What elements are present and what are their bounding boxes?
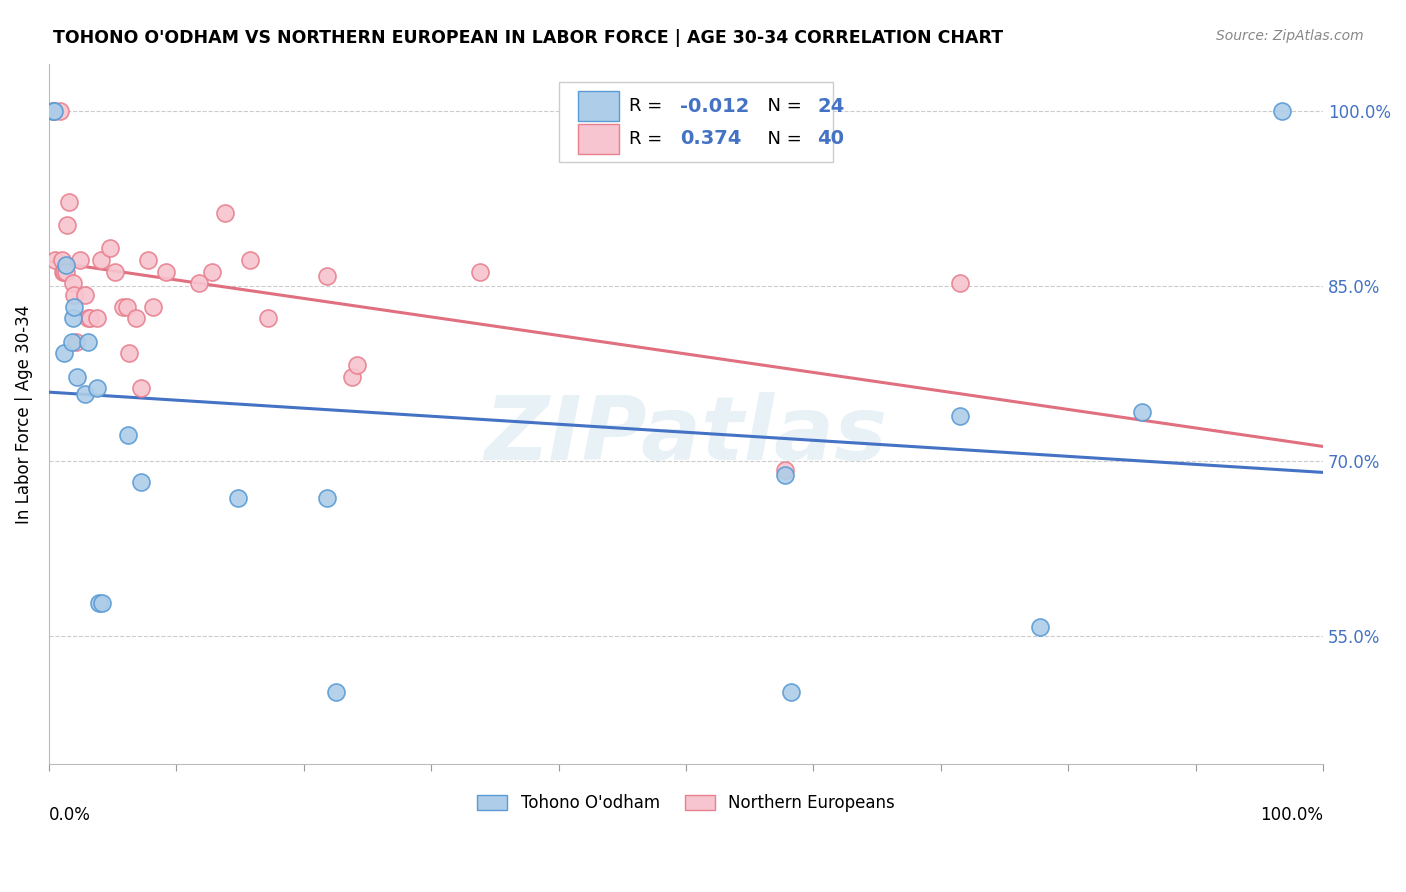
Point [42,103,65,118]
Point [124,311,146,326]
Point [315,491,337,506]
Point [1130,405,1153,419]
Point [138,253,160,268]
FancyBboxPatch shape [578,91,619,120]
Text: R =: R = [628,130,668,148]
Text: 24: 24 [817,96,845,116]
FancyBboxPatch shape [578,124,619,153]
Point [155,265,177,279]
Point [44,253,66,268]
Point [775,467,797,482]
Point [65,334,87,349]
Point [325,685,347,699]
Point [949,409,972,424]
Point [117,428,139,442]
Point [342,369,364,384]
Point [42,103,65,118]
Text: 0.0%: 0.0% [49,806,91,824]
Point [104,265,127,279]
Point [55,258,77,272]
Point [90,253,112,268]
Point [468,265,491,279]
Point [53,265,76,279]
Legend: Tohono O'odham, Northern Europeans: Tohono O'odham, Northern Europeans [471,788,901,819]
Point [73,288,96,302]
Point [63,300,86,314]
Point [91,596,114,610]
Point [87,596,110,610]
Text: 100.0%: 100.0% [1260,806,1323,824]
Point [1271,103,1294,118]
Point [42,103,65,118]
Point [73,387,96,401]
Point [58,194,80,209]
Text: Source: ZipAtlas.com: Source: ZipAtlas.com [1216,29,1364,43]
Point [62,311,84,326]
Point [775,463,797,477]
Point [118,346,141,360]
Y-axis label: In Labor Force | Age 30-34: In Labor Force | Age 30-34 [15,304,32,524]
Point [239,253,262,268]
Point [115,300,138,314]
Point [129,382,152,396]
Text: N =: N = [756,130,807,148]
Point [56,218,79,232]
Point [346,358,368,372]
Point [77,311,100,326]
Text: -0.012: -0.012 [679,96,749,116]
Text: 0.374: 0.374 [679,129,741,148]
Text: N =: N = [756,97,807,115]
Point [98,242,121,256]
Point [949,277,972,291]
Point [201,265,224,279]
FancyBboxPatch shape [558,81,832,162]
Point [60,334,83,349]
Point [779,685,801,699]
Point [62,277,84,291]
Text: 40: 40 [817,129,844,148]
Point [214,206,236,220]
Point [315,269,337,284]
Point [66,369,89,384]
Point [69,253,91,268]
Point [52,265,75,279]
Point [42,103,65,118]
Point [55,265,77,279]
Point [49,103,72,118]
Point [257,311,280,326]
Point [51,253,73,268]
Point [226,491,249,506]
Point [111,300,134,314]
Text: TOHONO O'ODHAM VS NORTHERN EUROPEAN IN LABOR FORCE | AGE 30-34 CORRELATION CHART: TOHONO O'ODHAM VS NORTHERN EUROPEAN IN L… [53,29,1004,46]
Point [86,382,108,396]
Text: ZIPatlas: ZIPatlas [485,392,887,479]
Point [86,311,108,326]
Point [1029,619,1052,633]
Point [77,334,100,349]
Point [79,311,101,326]
Text: R =: R = [628,97,668,115]
Point [53,346,76,360]
Point [142,300,165,314]
Point [63,288,86,302]
Point [188,277,211,291]
Point [129,475,152,489]
